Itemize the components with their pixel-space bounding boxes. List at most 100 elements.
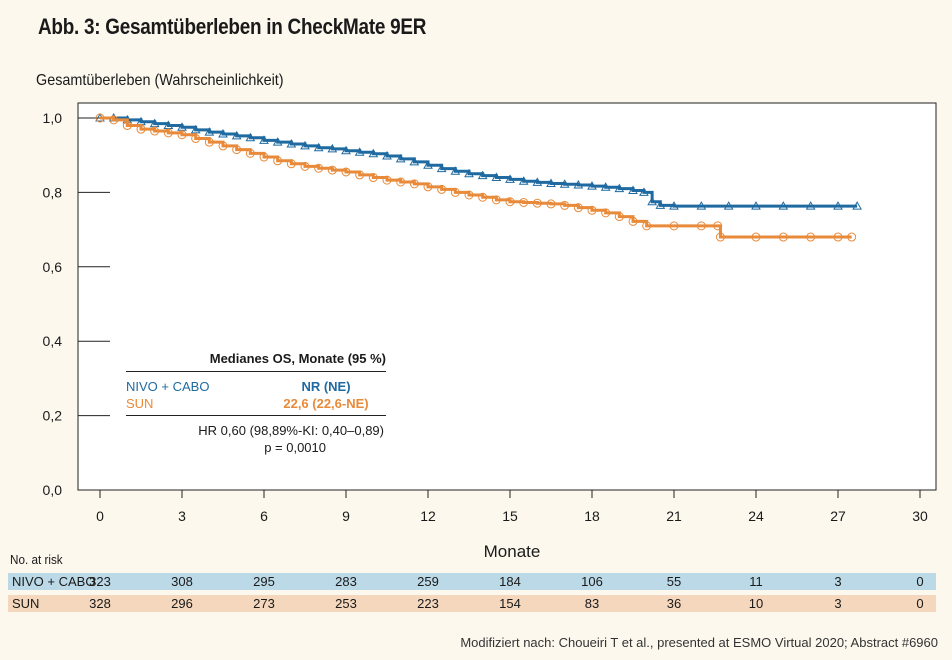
censor-marker xyxy=(546,178,556,187)
censor-marker xyxy=(355,170,365,180)
censor-marker xyxy=(833,232,843,242)
x-tick-label: 30 xyxy=(912,508,928,524)
censor-marker xyxy=(573,179,584,189)
x-tick-label: 6 xyxy=(260,508,268,524)
x-axis-label: Monate xyxy=(484,542,541,561)
x-tick-label: 12 xyxy=(420,508,436,524)
censor-marker xyxy=(341,167,351,177)
censor-marker xyxy=(696,221,706,231)
censor-marker xyxy=(601,208,611,218)
censor-marker xyxy=(259,135,269,144)
censor-marker xyxy=(806,232,816,242)
censor-marker xyxy=(423,182,433,192)
censor-marker xyxy=(519,197,529,207)
hazard-ratio: HR 0,60 (98,89%-KI: 0,40–0,89) xyxy=(198,423,384,438)
censor-marker xyxy=(314,163,324,173)
censor-marker xyxy=(313,142,324,152)
censor-marker xyxy=(628,216,638,226)
risk-value: 308 xyxy=(171,574,193,589)
censor-marker xyxy=(423,160,433,169)
y-tick-label: 1,0 xyxy=(43,110,63,126)
censor-marker xyxy=(532,198,542,208)
risk-value: 283 xyxy=(335,574,357,589)
risk-row-label: NIVO + CABO xyxy=(12,574,96,589)
censor-marker xyxy=(327,165,337,175)
censor-marker xyxy=(715,232,725,242)
censor-marker xyxy=(614,183,625,193)
risk-value: 11 xyxy=(749,574,763,589)
legend-name-sun: SUN xyxy=(126,396,154,411)
censor-marker xyxy=(177,130,187,140)
censor-marker xyxy=(587,205,597,215)
y-tick-label: 0,4 xyxy=(43,333,63,349)
risk-value: 0 xyxy=(916,596,924,611)
censor-marker xyxy=(751,201,761,210)
legend-row-nivo-cabo: NIVO + CABO NR (NE) xyxy=(126,378,386,395)
p-value: p = 0,0010 xyxy=(264,440,326,455)
legend-name-nivo-cabo: NIVO + CABO xyxy=(126,379,210,394)
censor-marker xyxy=(669,221,679,231)
censor-marker xyxy=(218,128,228,138)
risk-value: 3 xyxy=(834,596,842,611)
censor-marker xyxy=(559,179,570,188)
x-tick-label: 27 xyxy=(830,508,846,524)
plot-area xyxy=(77,102,937,491)
risk-value: 55 xyxy=(666,574,682,589)
censor-marker xyxy=(505,174,515,183)
censor-marker xyxy=(669,201,679,210)
censor-marker xyxy=(713,221,723,231)
censor-marker xyxy=(273,156,283,166)
figure-title: Abb. 3: Gesamtüberleben in CheckMate 9ER xyxy=(38,14,427,39)
censor-marker xyxy=(109,115,119,125)
x-tick-label: 24 xyxy=(748,508,764,524)
censor-marker xyxy=(464,168,474,178)
censor-marker xyxy=(341,145,351,155)
censor-marker xyxy=(204,127,215,136)
censor-marker xyxy=(286,159,296,169)
censor-marker xyxy=(409,179,419,189)
censor-marker xyxy=(614,212,624,222)
censor-marker xyxy=(642,221,652,231)
risk-value: 36 xyxy=(666,596,682,611)
legend-header: Medianes OS, Monate (95 %) xyxy=(126,350,386,372)
censor-marker xyxy=(778,232,788,242)
censor-marker xyxy=(122,120,132,130)
censor-marker xyxy=(231,130,242,140)
censor-marker xyxy=(464,190,474,200)
y-axis-label: Gesamtüberleben (Wahrscheinlichkeit) xyxy=(36,72,284,89)
x-tick-label: 9 xyxy=(342,508,350,524)
risk-value: 323 xyxy=(89,574,111,589)
censor-marker xyxy=(409,156,420,166)
censor-marker xyxy=(272,137,283,146)
censor-marker xyxy=(450,166,461,175)
censor-marker xyxy=(655,200,666,209)
censor-marker xyxy=(300,161,310,171)
censor-marker xyxy=(491,172,502,182)
risk-value: 106 xyxy=(581,574,603,589)
censor-marker xyxy=(354,147,365,156)
censor-marker xyxy=(518,176,529,185)
censor-marker xyxy=(300,140,310,150)
censor-marker xyxy=(833,201,843,210)
censor-marker xyxy=(245,132,256,142)
censor-marker xyxy=(245,148,255,158)
censor-marker xyxy=(259,152,269,162)
y-tick-label: 0,2 xyxy=(43,408,63,424)
censor-marker xyxy=(395,153,406,163)
risk-value: 184 xyxy=(499,574,521,589)
censor-marker xyxy=(546,199,556,209)
censor-marker xyxy=(437,184,447,194)
y-tick-label: 0,8 xyxy=(43,184,63,200)
censor-marker xyxy=(204,137,214,147)
risk-value: 259 xyxy=(417,574,439,589)
censor-marker xyxy=(436,163,447,173)
censor-marker xyxy=(327,143,338,153)
median-os-box: Medianes OS, Monate (95 %) NIVO + CABO N… xyxy=(126,350,386,456)
censor-marker xyxy=(560,200,570,210)
censor-marker xyxy=(532,177,543,186)
risk-value: 295 xyxy=(253,574,275,589)
source-note: Modifiziert nach: Choueiri T et al., pre… xyxy=(460,635,938,650)
censor-marker xyxy=(847,232,857,242)
censor-marker xyxy=(163,128,173,138)
y-tick-label: 0,0 xyxy=(43,482,63,498)
